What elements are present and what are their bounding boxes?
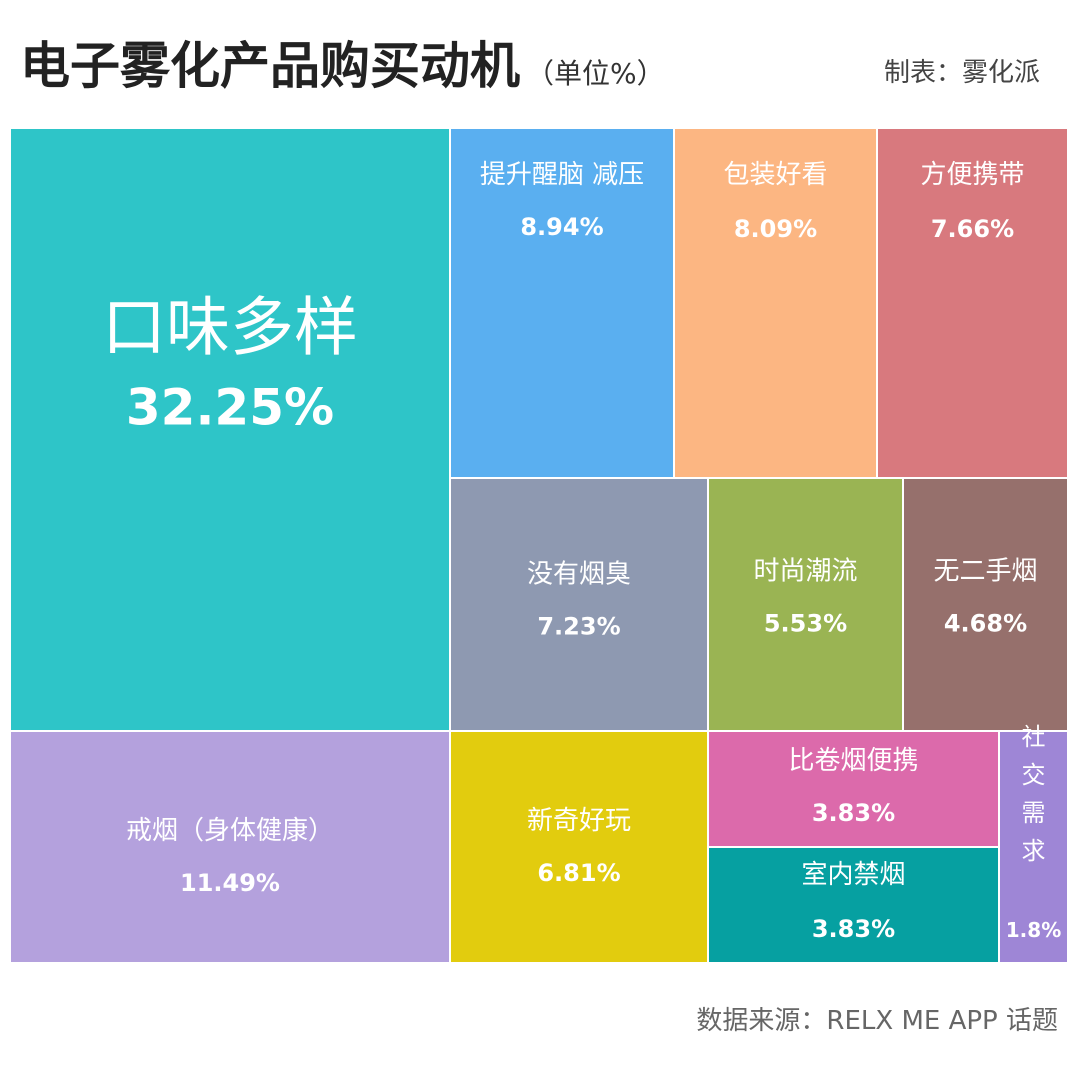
title-row: 电子雾化产品购买动机 （单位%） bbox=[20, 26, 665, 96]
treemap-tile: 时尚潮流 5.53% bbox=[707, 477, 904, 732]
treemap-tile: 比卷烟便携 3.83% bbox=[707, 730, 1000, 848]
tile-label: 时尚潮流 bbox=[753, 557, 857, 587]
treemap-tile: 提升醒脑 减压 8.94% bbox=[449, 127, 675, 479]
tile-value: 32.25% bbox=[126, 379, 334, 437]
tile-label: 比卷烟便携 bbox=[788, 746, 918, 776]
tile-value: 8.09% bbox=[734, 215, 817, 243]
tile-label: 包装好看 bbox=[723, 160, 827, 190]
credit-text: 制表：雾化派 bbox=[883, 58, 1040, 88]
treemap-tile-rect bbox=[707, 846, 1000, 964]
tile-label: 提升醒脑 减压 bbox=[480, 160, 644, 190]
treemap-tile: 方便携带 7.66% bbox=[876, 127, 1069, 479]
tile-label: 没有烟臭 bbox=[527, 560, 631, 590]
treemap-tile: 新奇好玩 6.81% bbox=[449, 730, 709, 964]
treemap-tile: 室内禁烟 3.83% bbox=[707, 846, 1000, 964]
tile-value: 4.68% bbox=[944, 610, 1027, 638]
tile-value: 7.66% bbox=[931, 215, 1014, 243]
treemap-tile: 没有烟臭 7.23% bbox=[449, 477, 709, 732]
tile-label: 社交需求 bbox=[1022, 723, 1046, 865]
treemap-tile: 包装好看 8.09% bbox=[673, 127, 878, 479]
tile-label: 室内禁烟 bbox=[801, 860, 905, 890]
treemap-tile: 社交需求 1.8% bbox=[998, 723, 1069, 964]
treemap-tile-rect bbox=[998, 730, 1069, 964]
tile-value: 3.83% bbox=[812, 915, 895, 943]
tile-label: 新奇好玩 bbox=[527, 806, 631, 836]
tile-value: 3.83% bbox=[812, 799, 895, 827]
tile-value: 6.81% bbox=[537, 859, 620, 887]
treemap-tile: 无二手烟 4.68% bbox=[902, 477, 1069, 732]
tile-value: 5.53% bbox=[764, 610, 847, 638]
tile-label: 无二手烟 bbox=[933, 557, 1037, 587]
tile-label: 戒烟（身体健康） bbox=[126, 816, 334, 846]
tile-label: 口味多样 bbox=[102, 292, 358, 366]
treemap-tile-rect bbox=[449, 477, 709, 732]
treemap-tile-rect bbox=[9, 730, 451, 964]
tile-value: 1.8% bbox=[1006, 918, 1061, 942]
source-text: 数据来源：RELX ME APP 话题 bbox=[696, 1006, 1058, 1036]
treemap-tile: 口味多样 32.25% bbox=[9, 127, 451, 732]
tile-value: 11.49% bbox=[180, 869, 280, 897]
treemap-tile-rect bbox=[902, 477, 1069, 732]
tile-value: 8.94% bbox=[520, 213, 603, 241]
unit-note: （单位%） bbox=[526, 57, 665, 90]
treemap-tile-rect bbox=[449, 730, 709, 964]
tile-label: 方便携带 bbox=[920, 160, 1024, 190]
treemap-tile-rect bbox=[707, 477, 904, 732]
treemap-tile: 戒烟（身体健康） 11.49% bbox=[9, 730, 451, 964]
tile-value: 7.23% bbox=[537, 613, 620, 641]
chart-title: 电子雾化产品购买动机 bbox=[20, 37, 520, 95]
